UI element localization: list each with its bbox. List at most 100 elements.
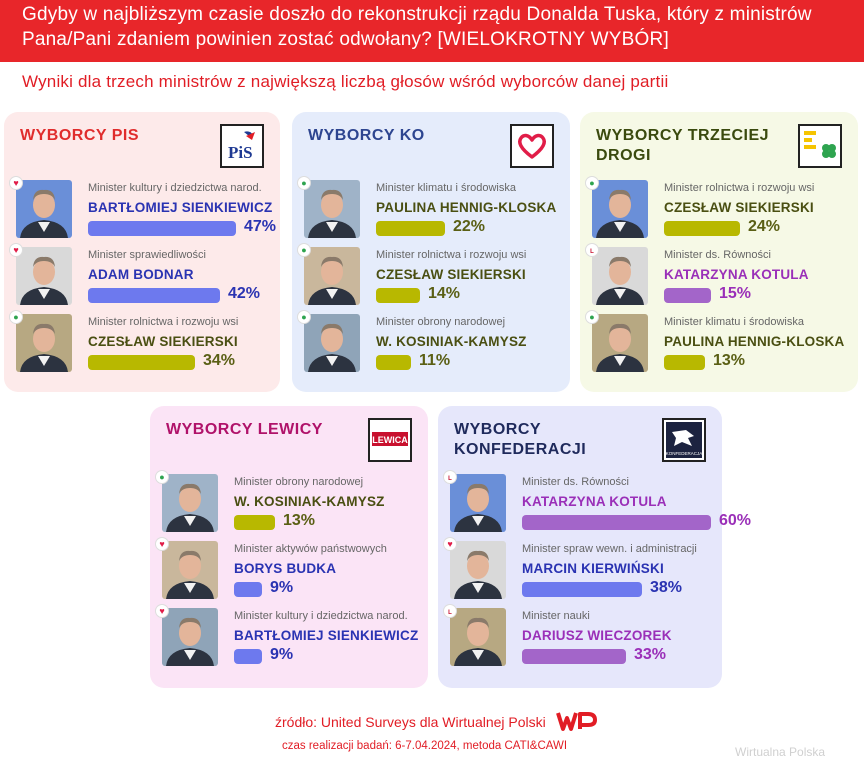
clover-icon: ● xyxy=(298,244,310,256)
party-logo-icon: KONFEDERACJA xyxy=(662,418,706,462)
panel-lewica: WYBORCY LEWICY LEWICA ● Minister obrony nar… xyxy=(150,406,428,688)
minister-role: Minister sprawiedliwości xyxy=(88,249,206,261)
minister-row: ● Minister klimatu i środowiska PAULINA HE… xyxy=(292,177,570,242)
value-label: 42% xyxy=(228,285,261,302)
watermark: Wirtualna Polska xyxy=(735,745,826,759)
value-label: 14% xyxy=(428,285,461,302)
minister-photo xyxy=(162,541,218,599)
bar xyxy=(376,288,420,303)
party-logo-icon xyxy=(798,124,842,168)
bar xyxy=(88,221,236,236)
minister-role: Minister klimatu i środowiska xyxy=(664,316,804,328)
minister-name: CZESŁAW SIEKIERSKI xyxy=(664,200,814,215)
clover-icon: ● xyxy=(586,177,598,189)
svg-text:LEWICA: LEWICA xyxy=(372,435,408,445)
minister-name: PAULINA HENNIG-KLOSKA xyxy=(664,334,845,349)
minister-photo xyxy=(16,180,72,238)
panel-title: WYBORCY LEWICY xyxy=(166,421,323,438)
minister-row: L Minister ds. Równości KATARZYNA KOTULA 15… xyxy=(580,244,858,309)
bar xyxy=(664,355,705,370)
minister-role: Minister rolnictwa i rozwoju wsi xyxy=(88,316,239,328)
minister-photo xyxy=(450,474,506,532)
bar xyxy=(234,582,262,597)
minister-name: W. KOSINIAK-KAMYSZ xyxy=(234,494,385,509)
minister-row: ● Minister obrony narodowej W. KOSINIAK-KA… xyxy=(150,471,428,536)
minister-row: ♥ Minister kultury i dziedzictwa narod. BA… xyxy=(4,177,280,242)
panel-pis: WYBORCY PIS PiS ♥ Minister kultury i dziedz… xyxy=(4,112,280,392)
panel-title: WYBORCY PIS xyxy=(20,127,139,144)
value-label: 47% xyxy=(244,218,277,235)
value-label: 11% xyxy=(419,352,451,369)
heart-icon: ♥ xyxy=(156,538,168,550)
bar xyxy=(522,649,626,664)
panel-td: WYBORCY TRZECIEJ DROGI ● Minister rolnictw… xyxy=(580,112,858,392)
minister-role: Minister kultury i dziedzictwa narod. xyxy=(234,610,408,622)
party-logo-icon: PiS xyxy=(220,124,264,168)
value-label: 15% xyxy=(719,285,752,302)
minister-name: KATARZYNA KOTULA xyxy=(522,494,667,509)
bar xyxy=(88,288,220,303)
survey-question: Gdyby w najbliższym czasie doszło do rek… xyxy=(22,4,812,50)
bar xyxy=(522,515,711,530)
clover-icon: ● xyxy=(298,177,310,189)
minister-role: Minister rolnictwa i rozwoju wsi xyxy=(376,249,527,261)
svg-text:KONFEDERACJA: KONFEDERACJA xyxy=(666,451,703,456)
minister-name: CZESŁAW SIEKIERSKI xyxy=(88,334,238,349)
panel-konf: WYBORCY KONFEDERACJI KONFEDERACJA L Ministe… xyxy=(438,406,751,688)
minister-row: ♥ Minister spraw wewn. i administracji MAR… xyxy=(438,538,722,603)
minister-name: DARIUSZ WIECZOREK xyxy=(522,628,672,643)
value-label: 13% xyxy=(713,352,746,369)
minister-photo xyxy=(592,180,648,238)
minister-photo xyxy=(304,247,360,305)
party-logo-icon: LEWICA xyxy=(368,418,412,462)
minister-name: BORYS BUDKA xyxy=(234,561,337,576)
bar xyxy=(88,355,195,370)
minister-role: Minister ds. Równości xyxy=(522,476,629,488)
value-label: 24% xyxy=(748,218,781,235)
value-label: 9% xyxy=(270,579,294,596)
value-label: 13% xyxy=(283,512,316,529)
bar xyxy=(376,221,445,236)
bar xyxy=(664,288,711,303)
minister-role: Minister kultury i dziedzictwa narod. xyxy=(88,182,262,194)
minister-photo xyxy=(304,180,360,238)
clover-icon: ● xyxy=(298,311,310,323)
heart-icon: ♥ xyxy=(444,538,456,550)
minister-name: PAULINA HENNIG-KLOSKA xyxy=(376,200,557,215)
bar xyxy=(664,221,740,236)
minister-photo xyxy=(450,608,506,666)
value-label: 60% xyxy=(719,512,752,529)
minister-row: ♥ Minister sprawiedliwości ADAM BODNAR 42% xyxy=(4,244,280,309)
minister-role: Minister rolnictwa i rozwoju wsi xyxy=(664,182,815,194)
minister-photo xyxy=(16,314,72,372)
minister-photo xyxy=(592,314,648,372)
heart-icon: ♥ xyxy=(156,605,168,617)
header-banner: Gdyby w najbliższym czasie doszło do rek… xyxy=(0,0,864,62)
method-note: czas realizacji badań: 6-7.04.2024, meto… xyxy=(282,740,568,752)
minister-row: ● Minister obrony narodowej W. KOSINIAK-KA… xyxy=(292,311,570,376)
heart-icon: ♥ xyxy=(10,244,22,256)
minister-row: ♥ Minister kultury i dziedzictwa narod. BA… xyxy=(150,605,428,670)
minister-row: L Minister nauki DARIUSZ WIECZOREK 33% xyxy=(438,605,722,670)
value-label: 34% xyxy=(203,352,236,369)
value-label: 9% xyxy=(270,646,294,663)
panel-title: WYBORCY TRZECIEJ DROGI xyxy=(596,127,770,164)
minister-photo xyxy=(16,247,72,305)
minister-row: ● Minister rolnictwa i rozwoju wsi CZESŁAW… xyxy=(292,244,570,309)
chart-subtitle: Wyniki dla trzech ministrów z największą… xyxy=(22,72,669,91)
value-label: 22% xyxy=(453,218,486,235)
minister-role: Minister obrony narodowej xyxy=(376,316,506,328)
value-label: 33% xyxy=(634,646,667,663)
panel-title: WYBORCY KO xyxy=(308,127,425,144)
source-note: źródło: United Surveys dla Wirtualnej Po… xyxy=(275,714,546,730)
lewica-icon: L xyxy=(444,605,456,617)
minister-name: KATARZYNA KOTULA xyxy=(664,267,809,282)
lewica-icon: L xyxy=(444,471,456,483)
minister-role: Minister klimatu i środowiska xyxy=(376,182,516,194)
bar xyxy=(234,649,262,664)
minister-row: L Minister ds. Równości KATARZYNA KOTULA 60… xyxy=(438,471,751,536)
bar xyxy=(234,515,275,530)
minister-name: BARTŁOMIEJ SIENKIEWICZ xyxy=(88,200,273,215)
bar xyxy=(522,582,642,597)
clover-icon: ● xyxy=(586,311,598,323)
